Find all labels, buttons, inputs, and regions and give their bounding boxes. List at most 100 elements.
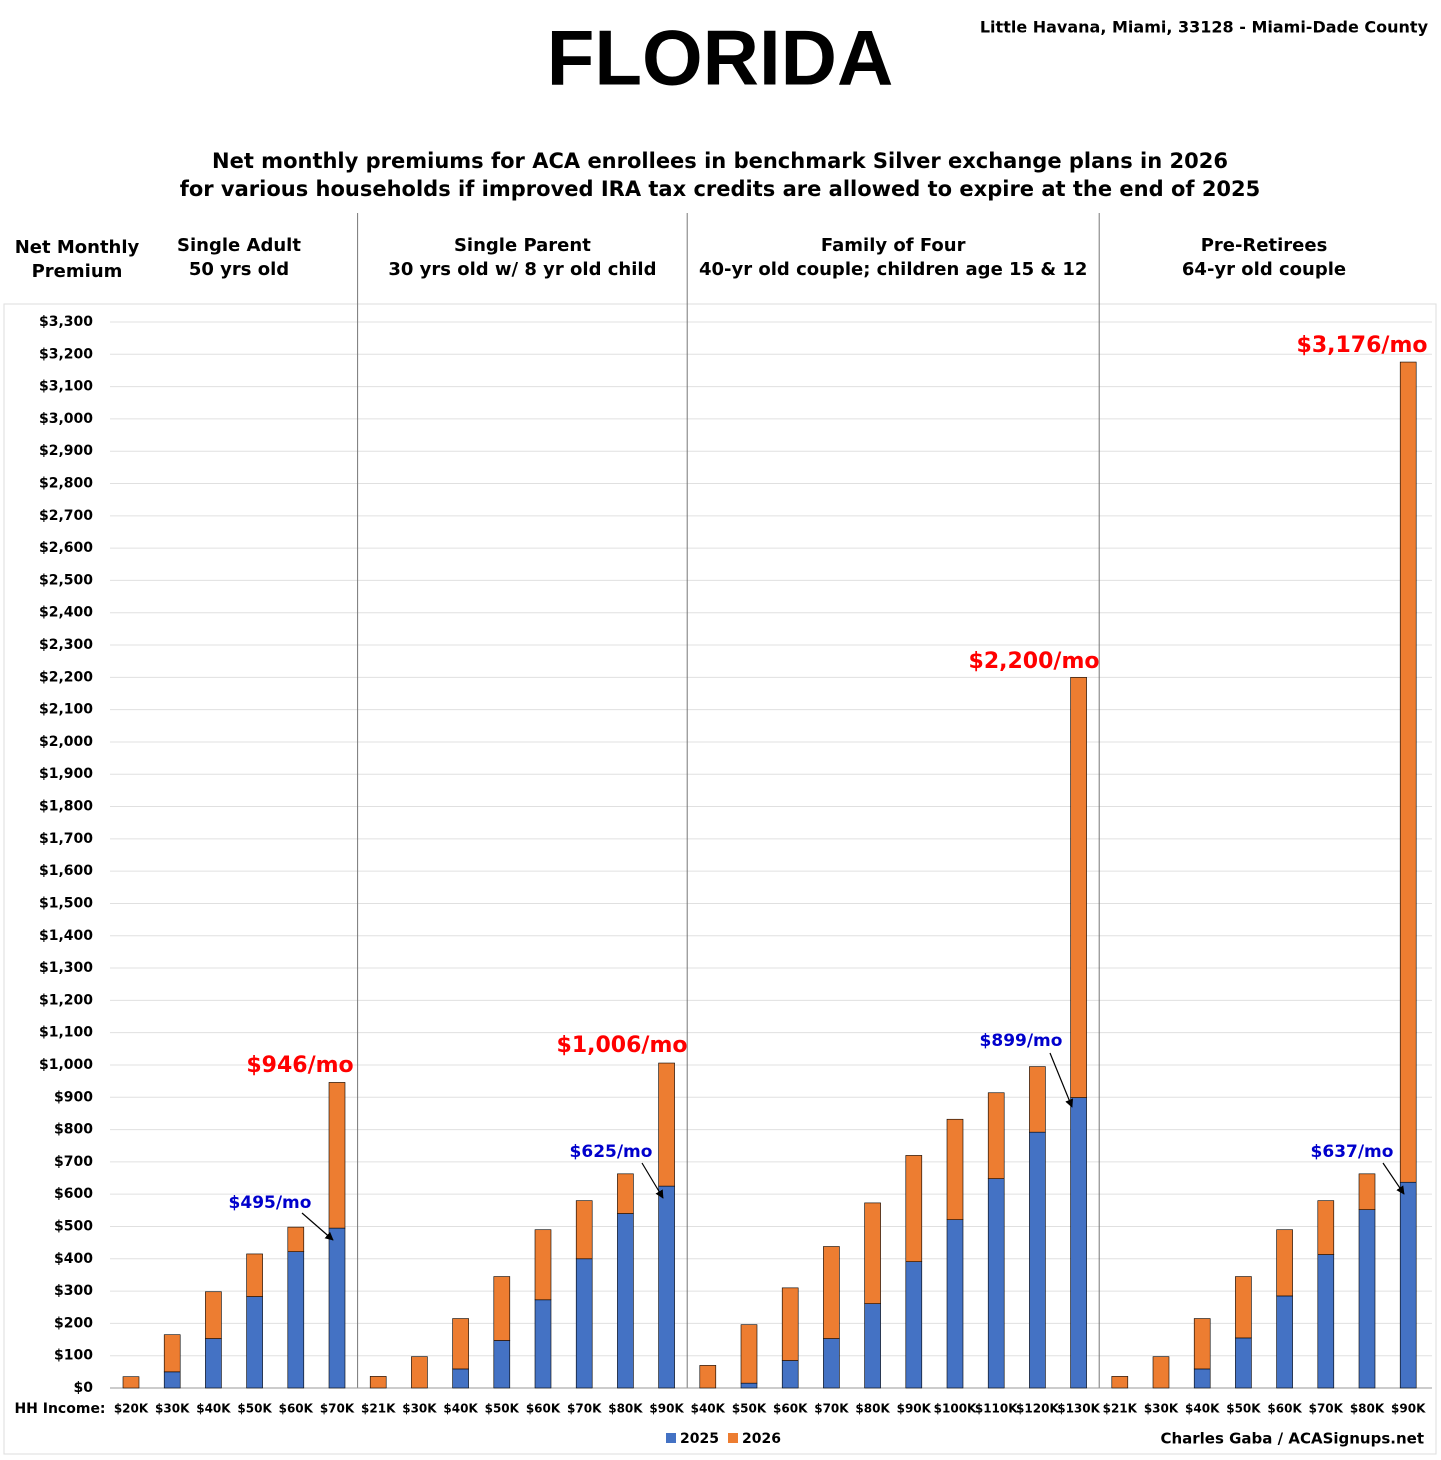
bar-segment: [163, 1371, 181, 1389]
y-tick-label: $2,400: [39, 605, 93, 621]
x-tick-label: $80K: [608, 1402, 643, 1416]
x-tick-label: $21K: [1103, 1402, 1138, 1416]
group-title: Single Adult: [177, 235, 301, 256]
bar-segment: [205, 1291, 222, 1339]
bar-segment: [864, 1202, 881, 1304]
bar-segment: [246, 1296, 263, 1389]
legend-swatch: [666, 1433, 676, 1443]
y-axis-title: Net Monthly: [15, 237, 140, 258]
x-tick-label: $20K: [114, 1402, 149, 1416]
bar-segment: [864, 1303, 881, 1389]
y-tick-label: $3,300: [39, 314, 93, 330]
bar-segment: [781, 1287, 799, 1361]
legend-label: 2026: [742, 1431, 781, 1447]
x-tick-label: $30K: [1144, 1402, 1179, 1416]
x-tick-label: $50K: [1226, 1402, 1261, 1416]
x-tick-label: $30K: [402, 1402, 437, 1416]
annotation-arrow: [301, 1212, 334, 1241]
bar-segment: [534, 1299, 552, 1389]
bar-segment: [1070, 1097, 1087, 1389]
bar-segment: [658, 1062, 675, 1187]
subtitle: Net monthly premiums for ACA enrollees i…: [212, 149, 1228, 173]
bar-segment: [1235, 1276, 1252, 1339]
bar-segment: [493, 1276, 511, 1341]
x-tick-label: $90K: [897, 1402, 932, 1416]
bar-segment: [699, 1365, 717, 1389]
annotation: $625/mo: [570, 1142, 653, 1162]
bar-segment: [1193, 1368, 1211, 1389]
bar-segment: [1152, 1356, 1170, 1389]
x-tick-label: $110K: [975, 1402, 1018, 1416]
bar-segment: [946, 1219, 964, 1389]
y-tick-label: $2,800: [39, 476, 93, 492]
y-tick-label: $300: [54, 1283, 93, 1299]
x-tick-label: $40K: [196, 1402, 231, 1416]
x-tick-label: $80K: [1350, 1402, 1385, 1416]
bar-segment: [1399, 1181, 1417, 1389]
bar-segment: [617, 1213, 634, 1389]
annotation-arrow: [641, 1162, 664, 1199]
group-title: Family of Four: [821, 235, 966, 256]
x-tick-label: $60K: [279, 1402, 314, 1416]
x-tick-label: $90K: [649, 1402, 684, 1416]
annotation: $899/mo: [980, 1031, 1063, 1051]
bar-segment: [1317, 1254, 1335, 1389]
x-tick-label: $60K: [526, 1402, 561, 1416]
x-tick-label: $60K: [773, 1402, 808, 1416]
y-tick-label: $1,200: [39, 992, 93, 1008]
x-tick-label: $100K: [934, 1402, 977, 1416]
bar-segment: [1111, 1376, 1129, 1389]
y-tick-label: $100: [54, 1348, 93, 1364]
bar-segment: [575, 1258, 593, 1389]
annotation-arrow: [1382, 1162, 1405, 1195]
x-tick-label: $120K: [1016, 1402, 1059, 1416]
y-tick-label: $800: [54, 1122, 93, 1138]
x-tick-label: $70K: [567, 1402, 602, 1416]
bar-segment: [781, 1360, 799, 1389]
y-tick-label: $1,400: [39, 928, 93, 944]
annotation-arrow: [1049, 1052, 1074, 1108]
bar-segment: [1070, 677, 1087, 1098]
bar-segment: [987, 1092, 1005, 1179]
y-tick-label: $2,900: [39, 443, 93, 459]
x-tick-label: $30K: [155, 1402, 190, 1416]
bar-segment: [369, 1376, 387, 1389]
bar-segment: [1029, 1066, 1046, 1133]
bar-segment: [740, 1382, 758, 1389]
y-tick-label: $2,200: [39, 669, 93, 685]
legend-swatch: [728, 1433, 738, 1443]
chart-title: FLORIDA: [547, 14, 894, 102]
annotation: $946/mo: [246, 1053, 353, 1078]
bar-segment: [328, 1227, 346, 1389]
y-tick-label: $2,600: [39, 540, 93, 556]
y-tick-label: $2,700: [39, 508, 93, 524]
bar-segment: [1399, 361, 1417, 1183]
bar-segment: [246, 1253, 263, 1297]
bar-segment: [658, 1185, 675, 1389]
group-subtitle: 40-yr old couple; children age 15 & 12: [699, 259, 1087, 280]
y-tick-label: $1,300: [39, 960, 93, 976]
bar-segment: [740, 1324, 758, 1384]
y-axis-title: Premium: [32, 261, 123, 282]
bar-segment: [575, 1200, 593, 1260]
bar-segment: [905, 1261, 923, 1389]
x-tick-label: $40K: [1185, 1402, 1220, 1416]
group-title: Single Parent: [454, 235, 591, 256]
y-tick-label: $0: [74, 1380, 94, 1396]
bar-segment: [987, 1178, 1005, 1389]
annotation: $495/mo: [229, 1193, 312, 1213]
y-tick-label: $1,100: [39, 1025, 93, 1041]
annotation: $637/mo: [1311, 1142, 1394, 1162]
group-subtitle: 50 yrs old: [189, 259, 289, 280]
y-tick-label: $3,200: [39, 346, 93, 362]
y-tick-label: $2,100: [39, 702, 93, 718]
location: Little Havana, Miami, 33128 - Miami-Dade…: [980, 18, 1429, 37]
x-tick-label: $21K: [361, 1402, 396, 1416]
group-title: Pre-Retirees: [1201, 235, 1328, 256]
bar-segment: [946, 1118, 964, 1221]
bar-segment: [122, 1376, 140, 1389]
bar-segment: [452, 1318, 469, 1370]
bar-segment: [1317, 1200, 1335, 1255]
x-tick-label: $130K: [1057, 1402, 1100, 1416]
